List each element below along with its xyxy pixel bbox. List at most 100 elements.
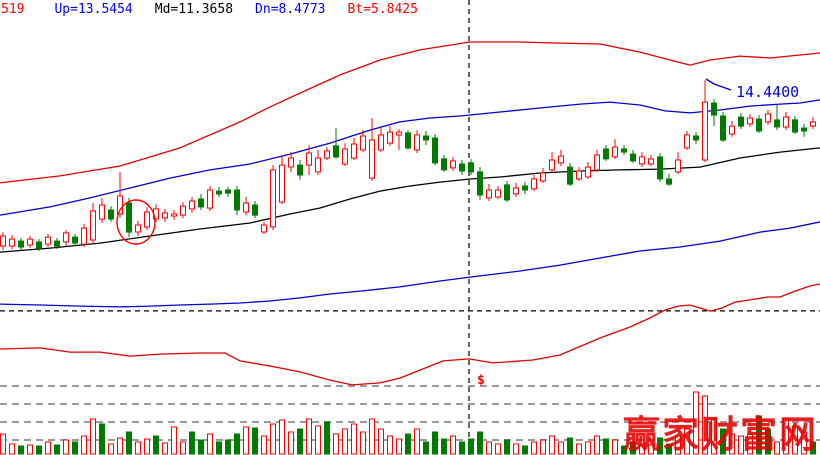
candle-body (27, 238, 33, 246)
volume-bar (171, 426, 177, 455)
volume-bar (387, 435, 393, 455)
candle-body (675, 159, 681, 173)
volume-bar (648, 444, 654, 455)
volume-bar (90, 418, 96, 455)
volume-bar (306, 418, 312, 455)
volume-bar (18, 445, 24, 455)
candle-body (279, 164, 285, 203)
volume-bar (531, 441, 537, 455)
volume-bar (576, 443, 582, 455)
candle-body (639, 156, 645, 165)
volume-bar (270, 423, 276, 455)
candle-body (630, 153, 636, 162)
candle-body (549, 159, 555, 171)
candle-body (189, 200, 195, 210)
volume-bar (135, 441, 141, 455)
candle-body (720, 115, 726, 141)
candle-body (603, 148, 609, 160)
volume-bar (468, 438, 474, 455)
indicator-header: 519 Up=13.5454 Md=11.3658 Dn=8.4773 Bt=5… (0, 2, 440, 18)
candle-body (360, 135, 366, 151)
price-label-pointer (705, 78, 732, 91)
candle-body (99, 204, 105, 220)
volume-bar (216, 441, 222, 455)
volume-bar (414, 428, 420, 455)
candle-body (432, 137, 438, 164)
volume-bar (441, 438, 447, 455)
candle-body (531, 178, 537, 190)
volume-bar (81, 435, 87, 455)
volume-bar (252, 427, 258, 455)
candle-body (252, 204, 258, 216)
volume-bar (198, 439, 204, 455)
candle-body (135, 224, 141, 233)
highlight-circle-annotation (116, 199, 156, 245)
volume-bar (324, 421, 330, 455)
volume-bar (540, 439, 546, 455)
volume-bar (342, 428, 348, 455)
volume-bar (126, 431, 132, 455)
candle-body (45, 236, 51, 245)
candle-body (333, 145, 339, 158)
volume-bar (27, 444, 33, 455)
band-line-lower-blue-Dn (0, 221, 820, 308)
candle-body (351, 143, 357, 159)
candle-body (324, 150, 330, 159)
candle-body (513, 187, 519, 195)
stock-code: 519 (1, 2, 25, 17)
volume-bar (153, 435, 159, 455)
candle-body (747, 117, 753, 125)
candle-body (459, 163, 465, 172)
volume-bar (513, 443, 519, 455)
volume-bar (378, 428, 384, 455)
volume-bar (63, 439, 69, 455)
candle-body (126, 202, 132, 233)
candle-body (540, 172, 546, 182)
candle-body (657, 156, 663, 180)
volume-bar (360, 431, 366, 455)
volume-bar (558, 441, 564, 455)
volume-bar (108, 443, 114, 455)
volume-bar (801, 431, 807, 455)
candle-body (567, 166, 573, 185)
volume-bar (729, 433, 735, 455)
candle-body (783, 116, 789, 128)
candle-body (792, 119, 798, 133)
candle-body (171, 213, 177, 217)
candle-body (441, 158, 447, 171)
volume-bar (117, 437, 123, 455)
indicator-up-value: Up=13.5454 (54, 2, 133, 17)
candle-body (36, 241, 42, 249)
volume-bar (549, 435, 555, 455)
volume-bar (738, 435, 744, 455)
volume-bar (54, 444, 60, 455)
candle-body (234, 189, 240, 211)
volume-bar (567, 437, 573, 455)
volume-bar (144, 438, 150, 455)
candle-body (162, 212, 168, 219)
candle-body (243, 202, 249, 213)
candle-body (405, 132, 411, 149)
volume-bar (189, 431, 195, 455)
candle-body (180, 205, 186, 216)
candle-body (54, 240, 60, 247)
volume-bar (675, 435, 681, 455)
candle-body (18, 240, 24, 248)
candle-body (72, 236, 78, 244)
volume-bar (162, 442, 168, 455)
candle-body (612, 146, 618, 158)
candle-body (558, 155, 564, 164)
volume-bar (504, 439, 510, 455)
volume-bar (333, 433, 339, 455)
price-label: 14.4400 (736, 83, 799, 101)
band-line-outer-upper-red (0, 41, 820, 184)
candle-body (648, 158, 654, 165)
candle-body (774, 119, 780, 128)
band-line-upper-blue-Up (0, 99, 820, 216)
candle-body (594, 154, 600, 171)
candle-body (810, 121, 816, 127)
volume-bar (261, 435, 267, 455)
volume-bar (36, 445, 42, 455)
candle-body (396, 131, 402, 136)
